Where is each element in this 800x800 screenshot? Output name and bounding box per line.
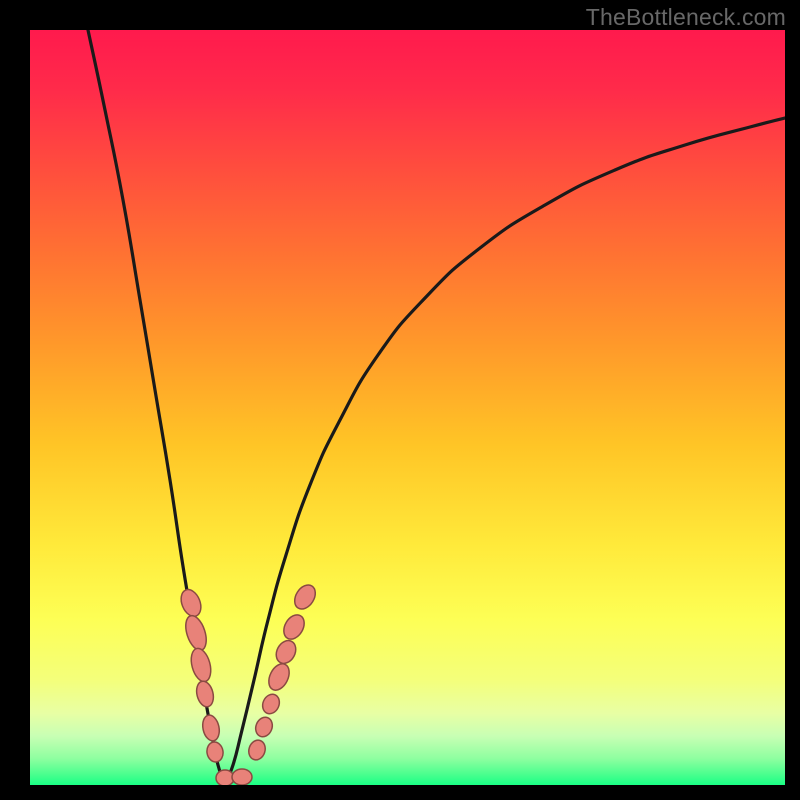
data-marker: [232, 769, 252, 785]
data-marker: [182, 613, 210, 653]
data-marker: [205, 741, 224, 763]
data-marker: [280, 611, 309, 643]
plot-area: [30, 30, 785, 785]
curve-layer: [30, 30, 785, 785]
canvas-root: TheBottleneck.com: [0, 0, 800, 800]
data-marker: [200, 714, 221, 743]
data-marker: [290, 581, 319, 613]
data-marker: [253, 715, 275, 740]
data-marker: [194, 679, 216, 708]
data-marker: [188, 646, 214, 684]
data-marker: [260, 692, 283, 717]
data-marker: [272, 637, 299, 667]
marker-group: [177, 581, 319, 785]
data-marker: [177, 587, 204, 620]
right-curve: [225, 118, 785, 783]
data-marker: [265, 660, 293, 693]
watermark-text: TheBottleneck.com: [586, 4, 786, 31]
data-marker: [246, 738, 267, 762]
